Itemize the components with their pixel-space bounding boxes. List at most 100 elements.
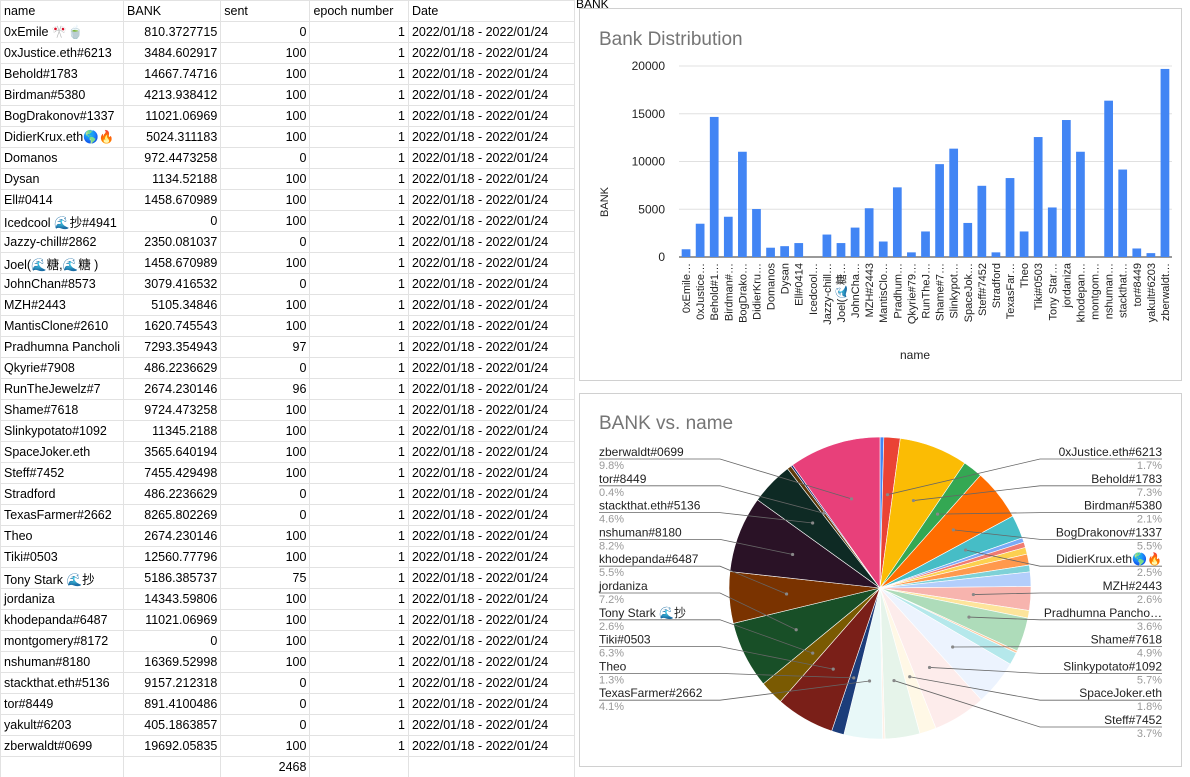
cell[interactable]: Tony Stark 🌊抄 <box>0 567 125 589</box>
cell[interactable]: 2022/01/18 - 2022/01/24 <box>407 42 575 64</box>
cell[interactable]: 2674.230146 <box>123 525 222 547</box>
cell[interactable]: 100 <box>220 252 311 274</box>
cell[interactable]: zberwaldt#0699 <box>0 735 125 757</box>
cell[interactable]: 810.3727715 <box>123 21 222 43</box>
cell[interactable]: 1 <box>309 567 409 589</box>
cell[interactable]: 100 <box>220 441 311 463</box>
cell[interactable]: 1 <box>309 231 409 253</box>
cell[interactable]: 100 <box>220 42 311 64</box>
cell[interactable]: 100 <box>220 546 311 568</box>
cell[interactable]: 100 <box>220 294 311 316</box>
cell[interactable]: 1 <box>309 168 409 190</box>
cell[interactable]: 2350.081037 <box>123 231 222 253</box>
cell[interactable] <box>0 756 125 777</box>
cell[interactable]: Jazzy-chill#2862 <box>0 231 125 253</box>
cell[interactable]: 0 <box>220 504 311 526</box>
cell[interactable]: 1 <box>309 336 409 358</box>
cell[interactable]: 891.4100486 <box>123 693 222 715</box>
cell[interactable]: 2022/01/18 - 2022/01/24 <box>407 210 575 232</box>
cell[interactable]: 2022/01/18 - 2022/01/24 <box>407 693 575 715</box>
cell[interactable]: 2022/01/18 - 2022/01/24 <box>407 63 575 85</box>
cell[interactable]: 2022/01/18 - 2022/01/24 <box>407 735 575 757</box>
cell[interactable]: 1 <box>309 315 409 337</box>
cell[interactable]: 1 <box>309 714 409 736</box>
cell[interactable]: 2022/01/18 - 2022/01/24 <box>407 168 575 190</box>
cell[interactable]: 1 <box>309 630 409 652</box>
cell[interactable]: 2022/01/18 - 2022/01/24 <box>407 462 575 484</box>
cell[interactable]: 2022/01/18 - 2022/01/24 <box>407 147 575 169</box>
cell[interactable]: 1 <box>309 63 409 85</box>
cell[interactable]: 1 <box>309 483 409 505</box>
pie-chart[interactable]: BANK vs. name zberwaldt#0699 9.8% tor#8449 0… <box>579 393 1182 767</box>
cell[interactable] <box>123 756 222 777</box>
cell[interactable]: 11345.2188 <box>123 420 222 442</box>
cell[interactable]: 75 <box>220 567 311 589</box>
cell[interactable]: 5186.385737 <box>123 567 222 589</box>
cell[interactable]: 0 <box>123 210 222 232</box>
cell[interactable]: Dysan <box>0 168 125 190</box>
cell[interactable]: JohnChan#8573 <box>0 273 125 295</box>
column-header[interactable]: sent <box>220 0 311 22</box>
cell[interactable]: 7293.354943 <box>123 336 222 358</box>
cell[interactable]: 1620.745543 <box>123 315 222 337</box>
cell[interactable]: 1 <box>309 399 409 421</box>
cell[interactable]: 0 <box>220 147 311 169</box>
cell[interactable]: montgomery#8172 <box>0 630 125 652</box>
column-header[interactable]: epoch number <box>309 0 409 22</box>
cell[interactable]: khodepanda#6487 <box>0 609 125 631</box>
cell[interactable]: 100 <box>220 609 311 631</box>
cell[interactable]: 1134.52188 <box>123 168 222 190</box>
cell[interactable]: 1 <box>309 84 409 106</box>
cell[interactable]: 8265.802269 <box>123 504 222 526</box>
cell[interactable]: 12560.77796 <box>123 546 222 568</box>
cell[interactable]: 100 <box>220 525 311 547</box>
cell[interactable]: Shame#7618 <box>0 399 125 421</box>
cell[interactable]: 16369.52998 <box>123 651 222 673</box>
cell[interactable]: 1 <box>309 378 409 400</box>
cell[interactable]: DidierKrux.eth🌎🔥 <box>0 126 125 148</box>
cell[interactable]: 0 <box>220 21 311 43</box>
cell[interactable]: Stradford <box>0 483 125 505</box>
cell[interactable]: 2022/01/18 - 2022/01/24 <box>407 504 575 526</box>
cell[interactable]: 2022/01/18 - 2022/01/24 <box>407 315 575 337</box>
cell[interactable]: 2022/01/18 - 2022/01/24 <box>407 294 575 316</box>
cell[interactable]: Domanos <box>0 147 125 169</box>
cell[interactable]: 2468 <box>220 756 311 777</box>
cell[interactable]: 100 <box>220 126 311 148</box>
cell[interactable]: 2022/01/18 - 2022/01/24 <box>407 651 575 673</box>
cell[interactable]: 486.2236629 <box>123 357 222 379</box>
cell[interactable]: 0 <box>220 357 311 379</box>
cell[interactable]: Birdman#5380 <box>0 84 125 106</box>
cell[interactable]: 100 <box>220 168 311 190</box>
cell[interactable]: 1 <box>309 420 409 442</box>
cell[interactable]: 2022/01/18 - 2022/01/24 <box>407 399 575 421</box>
cell[interactable]: 100 <box>220 630 311 652</box>
cell[interactable]: Slinkypotato#1092 <box>0 420 125 442</box>
cell[interactable]: 2022/01/18 - 2022/01/24 <box>407 630 575 652</box>
cell[interactable]: 2022/01/18 - 2022/01/24 <box>407 546 575 568</box>
cell[interactable]: 1 <box>309 126 409 148</box>
cell[interactable]: 2022/01/18 - 2022/01/24 <box>407 357 575 379</box>
cell[interactable]: 0 <box>220 714 311 736</box>
cell[interactable]: Tiki#0503 <box>0 546 125 568</box>
cell[interactable]: 100 <box>220 84 311 106</box>
cell[interactable]: 11021.06969 <box>123 105 222 127</box>
cell[interactable]: 2022/01/18 - 2022/01/24 <box>407 252 575 274</box>
cell[interactable]: 405.1863857 <box>123 714 222 736</box>
cell[interactable]: 1 <box>309 21 409 43</box>
cell[interactable]: 1 <box>309 546 409 568</box>
cell[interactable]: 1458.670989 <box>123 252 222 274</box>
cell[interactable]: 1 <box>309 609 409 631</box>
cell[interactable]: 1 <box>309 693 409 715</box>
cell[interactable]: 4213.938412 <box>123 84 222 106</box>
cell[interactable] <box>309 756 409 777</box>
cell[interactable]: stackthat.eth#5136 <box>0 672 125 694</box>
cell[interactable]: MantisClone#2610 <box>0 315 125 337</box>
cell[interactable]: 1 <box>309 504 409 526</box>
cell[interactable]: 100 <box>220 420 311 442</box>
cell[interactable]: 3484.602917 <box>123 42 222 64</box>
cell[interactable]: 0 <box>220 693 311 715</box>
cell[interactable] <box>407 756 575 777</box>
cell[interactable]: 97 <box>220 336 311 358</box>
cell[interactable]: 2022/01/18 - 2022/01/24 <box>407 420 575 442</box>
